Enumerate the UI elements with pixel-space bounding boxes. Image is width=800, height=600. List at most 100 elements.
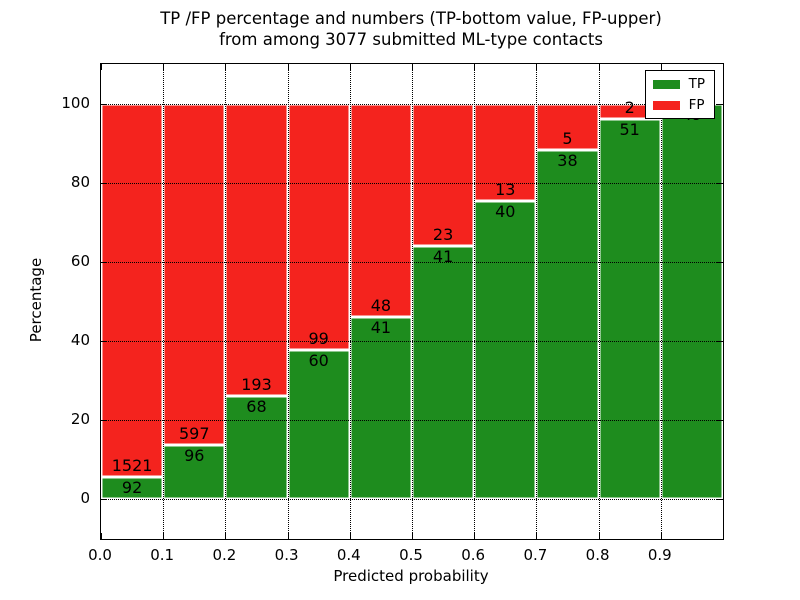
bar-count-label-tp: 38 (557, 150, 578, 170)
chart-title-block: TP /FP percentage and numbers (TP-bottom… (100, 8, 722, 50)
bar-segment-fp (536, 103, 599, 150)
x-tick-mark-top (287, 64, 289, 70)
y-tick-label: 40 (70, 331, 90, 350)
bar-segment-tp (101, 476, 164, 500)
x-tick-mark-top (225, 64, 227, 70)
x-tick-mark-top (660, 64, 662, 70)
bar-segment-tp (598, 118, 661, 500)
y-tick-label: 80 (70, 172, 90, 191)
x-tick-mark-top (536, 64, 538, 70)
bar-count-label-fp: 1521 (111, 455, 153, 475)
bar-count-label-fp: 193 (241, 375, 272, 395)
y-tick-mark-left (101, 499, 107, 501)
y-tick-mark-right (717, 103, 723, 105)
bar-count-label-tp: 41 (370, 318, 392, 338)
bar-count-label-tp: 96 (184, 445, 205, 465)
bar-segment-fp (101, 103, 164, 477)
chart-subtitle: from among 3077 submitted ML-type contac… (219, 30, 603, 49)
grid-line-vertical (660, 64, 662, 539)
grid-line-vertical (287, 64, 289, 539)
legend: TP FP (644, 70, 715, 119)
x-tick-mark-bottom (660, 533, 662, 539)
x-tick-label: 0.2 (212, 546, 237, 564)
y-tick-mark-left (101, 103, 107, 105)
bar-segment-tp (287, 350, 350, 500)
x-tick-mark-bottom (163, 533, 165, 539)
grid-line-vertical (163, 64, 165, 539)
bar-count-label-tp: 51 (619, 119, 640, 139)
y-tick-mark-right (717, 261, 723, 263)
bar-segment-fp (474, 103, 537, 201)
bar-segment-fp (412, 103, 475, 246)
y-tick-mark-left (101, 420, 107, 422)
bar-segment-fp (349, 103, 412, 318)
bar-count-label-fp: 597 (179, 423, 210, 443)
x-axis-label: Predicted probability (333, 567, 489, 585)
x-tick-label: 0.7 (523, 546, 548, 564)
x-tick-mark-bottom (598, 533, 600, 539)
x-tick-label: 0.9 (647, 546, 672, 564)
legend-entry-tp: TP (652, 76, 705, 92)
grid-line-vertical (536, 64, 538, 539)
x-tick-label: 0.1 (150, 546, 175, 564)
bar-count-label-tp: 68 (246, 397, 267, 417)
plot-area: TP FP 1521 92 597 96 193 68 99 60 48 41 23 41 13 40 5 3… (100, 63, 724, 540)
bar-count-label-tp: 40 (495, 201, 516, 221)
bar-segment-tp (412, 245, 475, 500)
bar-segment-tp (225, 396, 288, 500)
grid-line-vertical (598, 64, 600, 539)
x-tick-mark-bottom (225, 533, 227, 539)
bar-segment-fp (163, 103, 226, 445)
x-tick-mark-top (163, 64, 165, 70)
legend-swatch-tp (652, 79, 680, 89)
x-tick-label: 0.6 (461, 546, 486, 564)
legend-label-tp: TP (688, 76, 705, 92)
bar-segment-tp (474, 200, 537, 500)
chart-title: TP /FP percentage and numbers (TP-bottom… (160, 9, 662, 28)
x-tick-mark-bottom (536, 533, 538, 539)
bar-count-label-tp: 92 (121, 477, 143, 497)
bar-segment-tp (349, 317, 412, 500)
x-tick-mark-bottom (101, 533, 102, 539)
x-tick-mark-bottom (412, 533, 413, 539)
bar-count-label-fp: 99 (308, 329, 329, 349)
bar-segment-tp (536, 149, 599, 500)
x-tick-mark-bottom (474, 533, 476, 539)
bar-count-label-tp: 41 (432, 246, 454, 266)
y-tick-label: 0 (80, 489, 90, 508)
legend-entry-fp: FP (652, 97, 705, 113)
bar-count-label-tp: 60 (308, 351, 329, 371)
y-tick-mark-right (717, 499, 723, 501)
bar-count-label-fp: 48 (370, 296, 392, 316)
grid-line-vertical (412, 64, 413, 539)
x-tick-mark-top (598, 64, 600, 70)
y-tick-mark-right (717, 182, 723, 184)
bar-segment-fp (225, 103, 288, 397)
x-tick-mark-top (349, 64, 351, 70)
bar-segment-fp (287, 103, 350, 351)
bar-count-label-fp: 2 (624, 97, 635, 117)
y-tick-mark-left (101, 341, 107, 343)
legend-swatch-fp (652, 100, 680, 110)
y-tick-mark-left (101, 182, 107, 184)
y-tick-label: 20 (70, 410, 90, 429)
y-tick-label: 60 (70, 251, 90, 270)
x-tick-mark-top (412, 64, 413, 70)
legend-label-fp: FP (688, 97, 705, 113)
x-tick-label: 0.8 (585, 546, 610, 564)
x-tick-mark-bottom (287, 533, 289, 539)
x-tick-mark-bottom (349, 533, 351, 539)
grid-line-vertical (225, 64, 227, 539)
bar-count-label-fp: 5 (562, 128, 573, 148)
grid-line-vertical (474, 64, 476, 539)
x-tick-label: 0.4 (336, 546, 361, 564)
y-tick-label: 100 (61, 93, 90, 112)
y-axis-label: Percentage (27, 257, 45, 343)
bar-segment-tp (660, 103, 723, 500)
y-tick-mark-right (717, 420, 723, 422)
grid-line-vertical (349, 64, 351, 539)
y-tick-mark-left (101, 261, 107, 263)
x-tick-mark-top (101, 64, 102, 70)
x-tick-label: 0.5 (399, 546, 423, 564)
